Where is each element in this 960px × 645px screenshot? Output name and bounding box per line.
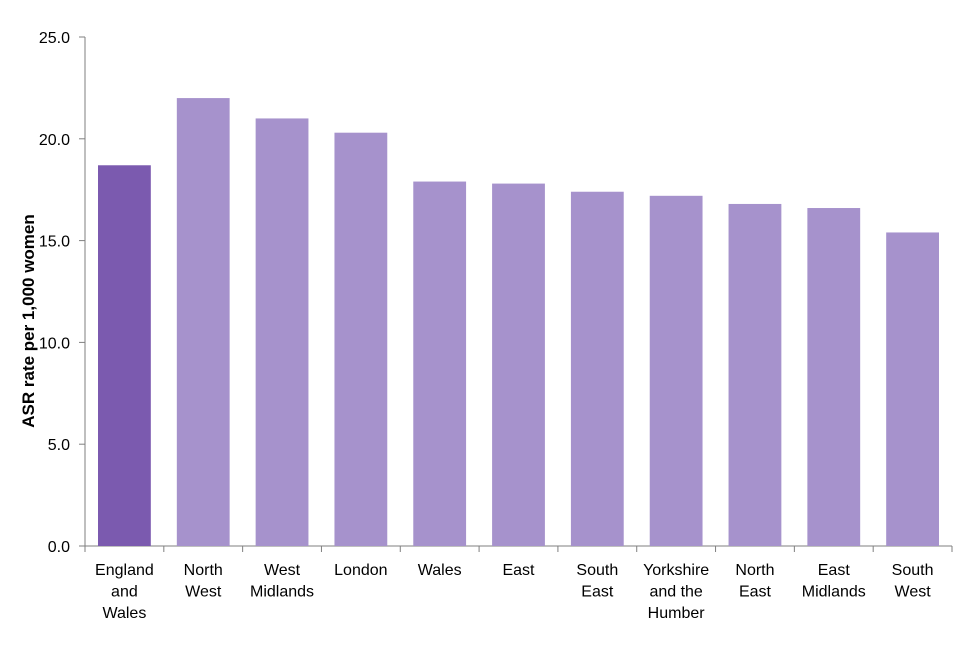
y-tick-label: 5.0 — [48, 437, 70, 454]
y-tick-label: 10.0 — [39, 335, 70, 352]
x-labels: England and Wales North West West Midlands Lond… — [95, 562, 933, 622]
x-tick-label: East Midlands — [802, 562, 866, 601]
bar — [570, 191, 624, 546]
x-tick-label: North East — [735, 562, 774, 601]
x-tick-label: London — [334, 562, 387, 579]
bar — [649, 195, 703, 547]
bar — [98, 165, 151, 546]
bar — [492, 183, 545, 547]
y-tick-label: 20.0 — [39, 132, 70, 149]
x-tick-label-line: Midlands — [802, 584, 866, 601]
x-tick-label-line: West — [264, 562, 301, 579]
x-tick-label: South East — [576, 562, 618, 601]
bar — [807, 208, 861, 547]
x-tick-label: South West — [892, 562, 934, 601]
bar — [334, 132, 388, 546]
x-tick-label: East — [502, 562, 535, 579]
y-tick-label: 0.0 — [48, 539, 70, 556]
x-tick-label-line: and — [111, 584, 138, 601]
x-tick-label-line: South — [576, 562, 618, 579]
bars — [98, 98, 939, 547]
bar — [886, 232, 939, 546]
x-tick-label-line: London — [334, 562, 387, 579]
x-tick-label-line: East — [502, 562, 535, 579]
bar — [255, 118, 309, 546]
x-tick-label-line: East — [818, 562, 851, 579]
y-tick-label: 15.0 — [39, 234, 70, 251]
x-tick-label-line: Wales — [418, 562, 462, 579]
bar — [413, 181, 467, 546]
x-tick-label: Wales — [418, 562, 462, 579]
x-tick-label: North West — [184, 562, 223, 601]
x-tick-label-line: Yorkshire — [643, 562, 709, 579]
x-tick-label-line: North — [184, 562, 223, 579]
x-tick-label-line: South — [892, 562, 934, 579]
x-tick-label-line: and the — [649, 584, 702, 601]
x-tick-label-line: England — [95, 562, 154, 579]
x-tick-label: England and Wales — [95, 562, 154, 622]
x-tick-label-line: West — [185, 584, 222, 601]
x-tick-label: West Midlands — [250, 562, 314, 601]
x-tick-label-line: East — [739, 584, 772, 601]
y-ticks: 0.0 5.0 10.0 15.0 20.0 25.0 — [39, 30, 85, 556]
x-tick-label-line: West — [895, 584, 932, 601]
x-tick-label-line: Humber — [648, 605, 706, 622]
y-axis-title-group: ASR rate per 1,000 women — [19, 214, 38, 428]
x-tick-label-line: Midlands — [250, 584, 314, 601]
y-tick-label: 25.0 — [39, 30, 70, 47]
x-tick-label-line: East — [581, 584, 614, 601]
bar — [176, 98, 230, 546]
x-tick-label-line: North — [735, 562, 774, 579]
bar — [728, 203, 782, 546]
x-tick-label-line: Wales — [102, 605, 146, 622]
y-axis-title: ASR rate per 1,000 women — [19, 214, 38, 428]
x-tick-label: Yorkshire and the Humber — [643, 562, 709, 622]
